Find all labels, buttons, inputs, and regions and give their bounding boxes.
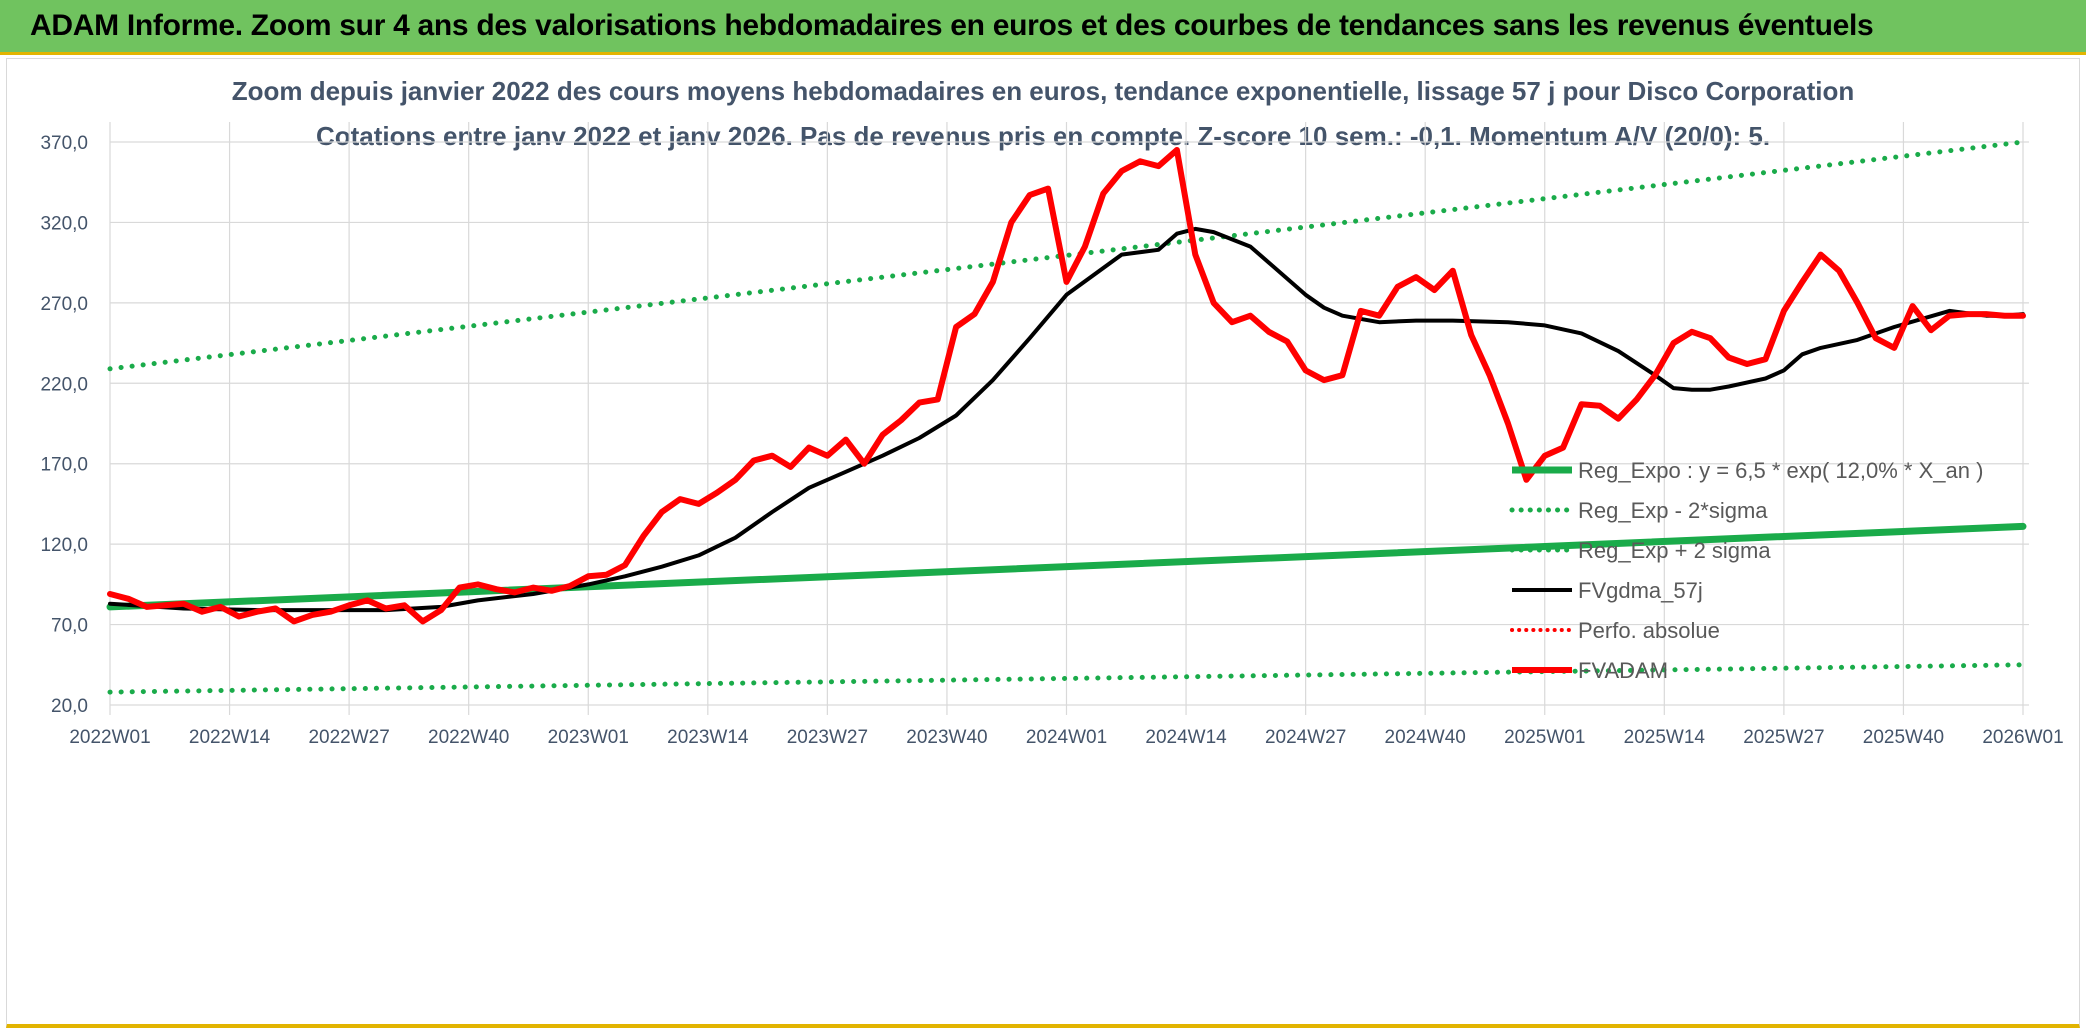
legend-label: Reg_Exp + 2 sigma <box>1578 538 1771 563</box>
x-tick-label: 2022W01 <box>69 727 150 748</box>
x-tick-label: 2023W14 <box>667 727 749 748</box>
legend-label: FVADAM <box>1578 658 1668 683</box>
x-tick-label: 2023W01 <box>548 727 629 748</box>
series-reg-expo <box>106 522 2027 611</box>
x-tick-label: 2024W27 <box>1265 727 1346 748</box>
x-tick-label: 2022W40 <box>428 727 509 748</box>
legend-label: Reg_Expo : y = 6,5 * exp( 12,0% * X_an ) <box>1578 458 1983 483</box>
y-tick-label: 20,0 <box>51 696 88 717</box>
x-tick-label: 2023W40 <box>906 727 987 748</box>
x-tick-label: 2025W01 <box>1504 727 1585 748</box>
y-tick-label: 370,0 <box>40 133 88 154</box>
legend: Reg_Expo : y = 6,5 * exp( 12,0% * X_an )… <box>1509 458 1983 683</box>
series-fvadam <box>107 147 2026 625</box>
x-tick-label: 2024W40 <box>1385 727 1466 748</box>
x-tick-label: 2025W40 <box>1863 727 1944 748</box>
y-tick-label: 120,0 <box>40 535 88 556</box>
chart-subtitle: Cotations entre janv 2022 et janv 2026. … <box>316 121 1770 151</box>
chart-title: Zoom depuis janvier 2022 des cours moyen… <box>232 76 1855 106</box>
series-reg-plus-2sigma <box>107 139 2026 372</box>
series-fvgdma-57j <box>108 226 2025 613</box>
y-tick-label: 220,0 <box>40 374 88 395</box>
y-tick-label: 270,0 <box>40 294 88 315</box>
grid <box>109 122 2029 715</box>
y-tick-label: 320,0 <box>40 213 88 234</box>
series-reg-minus-2sigma <box>107 662 2026 695</box>
x-tick-label: 2026W01 <box>1982 727 2063 748</box>
x-tick-label: 2024W01 <box>1026 727 1107 748</box>
legend-label: Reg_Exp - 2*sigma <box>1578 498 1768 523</box>
chart: Zoom depuis janvier 2022 des cours moyen… <box>40 76 2063 748</box>
y-tick-label: 70,0 <box>51 616 88 637</box>
axis-labels: 20,0 70,0 120,0 170,0 220,0 270,0 320,0 370,0 20… <box>40 133 2063 748</box>
legend-label: FVgdma_57j <box>1578 578 1703 603</box>
chart-frame <box>6 58 2080 1028</box>
x-tick-label: 2022W27 <box>308 727 389 748</box>
banner-title: ADAM Informe. Zoom sur 4 ans des valoris… <box>30 9 1874 42</box>
legend-label: Perfo. absolue <box>1578 618 1720 643</box>
x-tick-label: 2025W27 <box>1743 727 1824 748</box>
x-tick-label: 2025W14 <box>1624 727 1706 748</box>
x-tick-label: 2023W27 <box>787 727 868 748</box>
x-tick-label: 2022W14 <box>189 727 271 748</box>
header-banner: ADAM Informe. Zoom sur 4 ans des valoris… <box>0 0 2086 55</box>
series-layer <box>106 139 2027 695</box>
y-tick-label: 170,0 <box>40 455 88 476</box>
x-tick-label: 2024W14 <box>1145 727 1227 748</box>
